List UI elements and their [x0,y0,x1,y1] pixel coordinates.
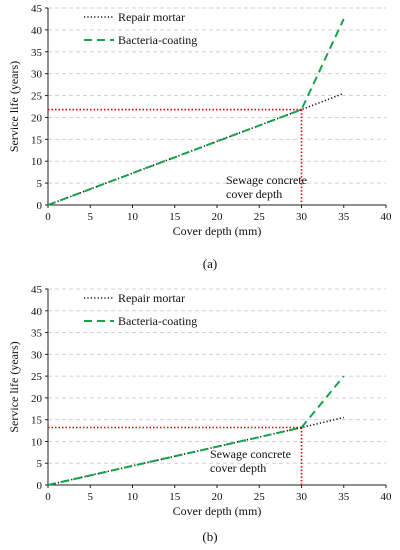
x-axis-title: Cover depth (mm) [173,504,262,518]
y-tick-label: 15 [31,134,43,146]
y-tick-label: 0 [37,480,43,492]
y-tick-label: 15 [31,415,43,427]
y-tick-label: 35 [31,328,43,340]
y-axis-title: Service life (years) [7,341,21,432]
y-tick-label: 45 [31,284,43,296]
y-tick-label: 40 [31,306,43,318]
x-tick-label: 25 [254,211,266,223]
x-axis-title: Cover depth (mm) [173,224,262,238]
x-tick-label: 20 [212,211,224,223]
x-tick-label: 15 [169,211,181,223]
y-tick-label: 35 [31,47,43,59]
x-tick-label: 40 [381,491,393,503]
legend-label: Repair mortar [118,291,185,305]
series-line-bacteria-coating [47,375,345,486]
legend-label: Bacteria-coating [118,33,197,47]
chart-panel-b: 0 5 10 15 20 25 30 35 40 0 5 10 15 20 25 30 35 40 45 Cover … [7,284,392,544]
figure-caption: (a) [203,256,217,271]
x-tick-label: 30 [296,211,308,223]
y-tick-label: 25 [31,91,43,103]
annotation-text: cover depth [226,187,282,201]
x-tick-label: 20 [212,491,224,503]
annotation-text: Sewage concrete [226,173,307,187]
legend-label: Repair mortar [118,10,185,24]
x-tick-label: 5 [88,211,94,223]
x-tick-label: 40 [381,211,393,223]
annotation-text: cover depth [210,461,266,475]
x-tick-label: 10 [127,211,139,223]
annotation-text: Sewage concrete [210,447,291,461]
y-tick-label: 5 [37,178,43,190]
y-tick-label: 20 [31,112,43,124]
y-tick-label: 25 [31,371,43,383]
legend-label: Bacteria-coating [118,314,197,328]
y-axis-title: Service life (years) [7,61,21,152]
x-tick-label: 25 [254,491,266,503]
x-tick-label: 30 [296,491,308,503]
x-tick-label: 5 [88,491,94,503]
chart-panel-a: 0 5 10 15 20 25 30 35 40 0 5 10 15 20 25 30 35 40 45 Cover … [7,3,392,271]
y-tick-label: 45 [31,3,43,15]
y-tick-label: 20 [31,393,43,405]
y-tick-label: 30 [31,349,43,361]
y-tick-label: 40 [31,25,43,37]
x-tick-label: 15 [169,491,181,503]
y-tick-label: 10 [31,436,43,448]
y-tick-label: 5 [37,458,43,470]
x-tick-label: 35 [338,491,350,503]
figure-caption: (b) [202,529,217,544]
y-tick-label: 30 [31,69,43,81]
x-tick-label: 0 [45,491,51,503]
y-tick-label: 0 [37,200,43,212]
y-tick-label: 10 [31,156,43,168]
x-tick-label: 10 [127,491,139,503]
x-tick-label: 35 [338,211,350,223]
x-tick-label: 0 [45,211,51,223]
